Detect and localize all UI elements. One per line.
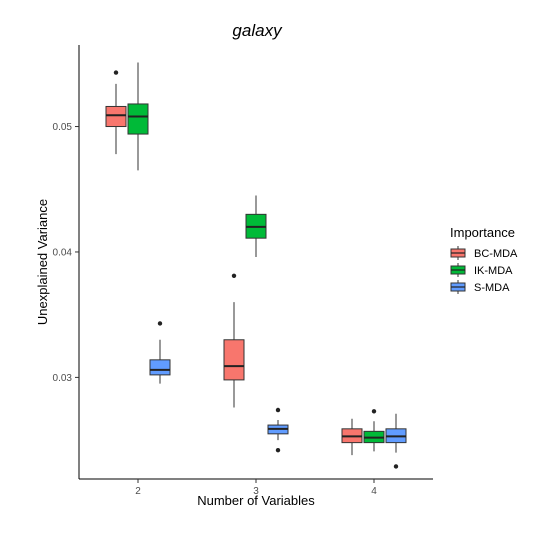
- outlier-point: [157, 321, 163, 326]
- y-tick-label: 0.05: [53, 122, 73, 133]
- chart-title: galaxy: [232, 21, 283, 40]
- box-ik-mda-2: [127, 62, 149, 171]
- x-ticks: 2 3 4: [135, 479, 377, 497]
- plot-area: [105, 62, 407, 469]
- box-body: [149, 359, 171, 376]
- legend-items: BC-MDA IK-MDA S-MDA: [450, 246, 518, 294]
- y-ticks: 0.03 0.04 0.05: [53, 122, 79, 384]
- legend-title: Importance: [450, 225, 515, 240]
- outlier-point: [113, 70, 119, 75]
- legend-item-ik-mda: IK-MDA: [450, 263, 513, 277]
- legend-label: BC-MDA: [474, 248, 518, 260]
- x-tick-label: 2: [135, 486, 141, 497]
- y-tick-label: 0.04: [53, 247, 73, 258]
- outlier-point: [275, 407, 281, 413]
- box-ik-mda-4: [363, 409, 385, 452]
- legend-label: IK-MDA: [474, 265, 513, 277]
- legend-label: S-MDA: [474, 282, 510, 294]
- legend-item-bc-mda: BC-MDA: [450, 246, 518, 260]
- box-body: [223, 339, 245, 381]
- x-tick-label: 4: [371, 486, 377, 497]
- outlier-point: [393, 464, 399, 469]
- outlier-point: [231, 273, 237, 278]
- box-bc-mda-2: [105, 70, 127, 155]
- box-body: [127, 103, 149, 135]
- box-s-mda-2: [149, 321, 171, 384]
- x-axis-title: Number of Variables: [197, 493, 315, 508]
- box-s-mda-3: [267, 407, 289, 453]
- y-axis-title: Unexplained Variance: [35, 199, 50, 325]
- outlier-point: [275, 447, 281, 453]
- outlier-point: [371, 409, 377, 414]
- legend-item-s-mda: S-MDA: [450, 280, 510, 294]
- box-s-mda-4: [385, 413, 407, 469]
- box-ik-mda-3: [245, 195, 267, 257]
- box-bc-mda-4: [341, 418, 363, 456]
- box-bc-mda-3: [223, 273, 245, 408]
- legend: Importance BC-MDA IK-MDA S-MDA: [450, 225, 518, 294]
- box-body: [105, 105, 127, 128]
- y-tick-label: 0.03: [53, 373, 73, 384]
- x-tick-label: 3: [253, 486, 259, 497]
